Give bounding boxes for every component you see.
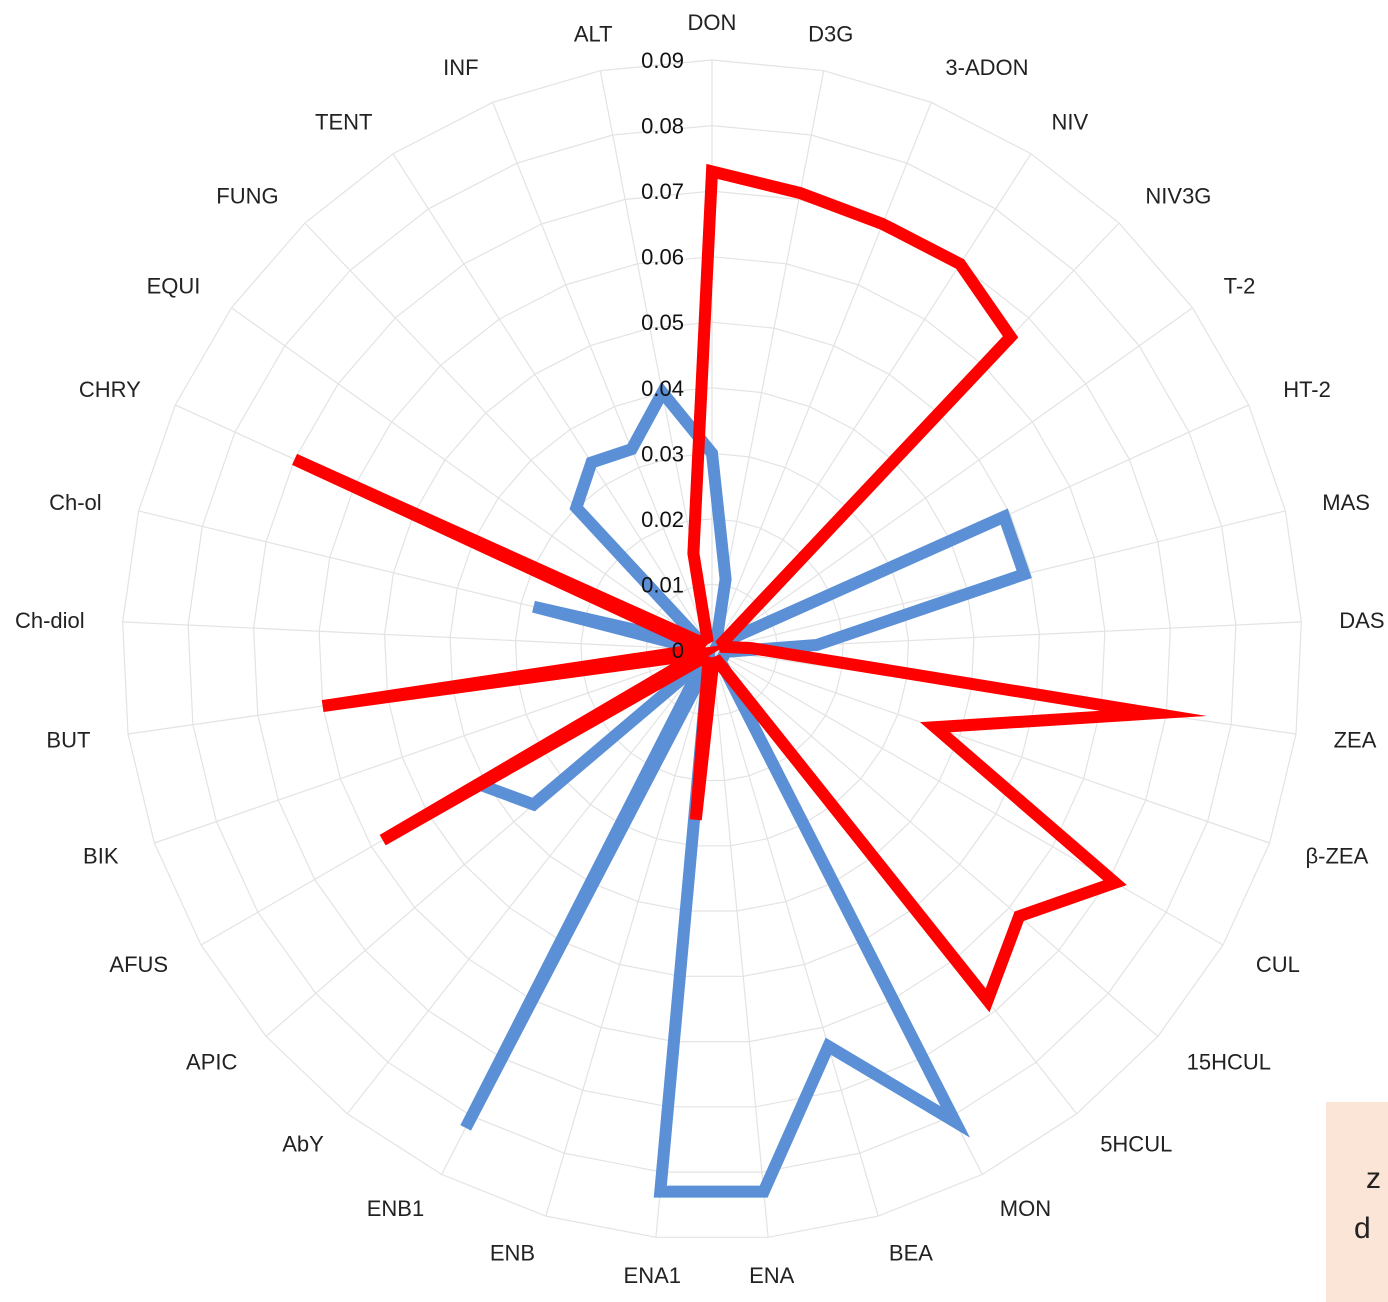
grid-ring — [252, 190, 1172, 1108]
legend-line-1: z — [1366, 1162, 1381, 1195]
legend-box: z d — [1326, 1102, 1388, 1302]
axis-label: HT-2 — [1283, 377, 1331, 402]
axis-label: ENA — [749, 1263, 795, 1288]
axis-label: AbY — [282, 1132, 324, 1157]
axis-label: β-ZEA — [1306, 843, 1369, 868]
series-line-2 — [292, 163, 1207, 1013]
grid-ring — [580, 518, 844, 782]
radial-tick-labels: 0 0.01 0.02 0.03 0.04 0.05 0.06 0.07 0.08 0.09 — [641, 48, 684, 663]
axis-label: BEA — [889, 1241, 933, 1266]
axis-label: BIK — [83, 843, 119, 868]
axis-label: ENB — [490, 1241, 535, 1266]
grid-ring — [514, 452, 910, 847]
grid-spoke — [154, 649, 713, 844]
series-lines — [292, 163, 1207, 1198]
axis-label: NIV3G — [1145, 184, 1211, 209]
axis-label: TENT — [315, 110, 372, 135]
tick-label: 0.07 — [641, 179, 684, 204]
axis-label: ALT — [574, 21, 613, 46]
grid-spoke — [711, 102, 932, 651]
axis-label: MON — [1000, 1196, 1051, 1221]
axis-label: 3-ADON — [945, 55, 1028, 80]
axis-label: ENB1 — [367, 1196, 424, 1221]
legend-line-2: d — [1354, 1212, 1371, 1245]
axis-label: 15HCUL — [1187, 1049, 1271, 1074]
tick-label: 0.04 — [641, 376, 684, 401]
axis-label: DAS — [1339, 608, 1384, 633]
grid-spoke — [711, 70, 825, 651]
axis-label: MAS — [1322, 490, 1370, 515]
tick-label: 0.08 — [641, 114, 684, 139]
axis-label: CUL — [1256, 952, 1300, 977]
tick-label: 0.01 — [641, 572, 684, 597]
tick-label: 0.09 — [641, 48, 684, 73]
axis-label: T-2 — [1224, 274, 1256, 299]
grid-ring — [318, 256, 1106, 1043]
grid-spoke — [346, 649, 713, 1115]
axis-label: D3G — [808, 21, 853, 46]
grid-spoke — [711, 649, 1159, 1037]
axis-label: BUT — [46, 727, 90, 752]
axis-label: AFUS — [109, 952, 168, 977]
grid-spoke — [392, 153, 713, 651]
tick-label: 0.02 — [641, 507, 684, 532]
axis-labels: DON D3G 3-ADON NIV NIV3G T-2 HT-2 MAS DAS ZEA β-ZE… — [15, 10, 1385, 1288]
grid-spoke — [711, 649, 879, 1217]
grid-spoke — [545, 649, 713, 1217]
axis-label: 5HCUL — [1100, 1132, 1172, 1157]
grid-spoke — [711, 307, 1193, 651]
grid-spoke — [711, 649, 769, 1238]
grid-spoke — [122, 621, 713, 651]
axis-label: INF — [443, 55, 478, 80]
grid-ring — [187, 124, 1237, 1173]
tick-label: 0 — [672, 638, 684, 663]
axis-label: DON — [688, 10, 737, 35]
series-line-1 — [460, 381, 1032, 1198]
axis-label: NIV — [1052, 110, 1089, 135]
grid-spoke — [711, 649, 1224, 946]
tick-label: 0.03 — [641, 441, 684, 466]
grid-spoke — [492, 102, 713, 651]
grid-ring — [383, 321, 1041, 977]
grid-spoke — [711, 649, 1270, 844]
grid-spoke — [711, 153, 1032, 651]
tick-label: 0.06 — [641, 245, 684, 270]
axis-label: Ch-diol — [15, 608, 85, 633]
grid-ring — [122, 59, 1302, 1238]
axis-label: FUNG — [216, 184, 278, 209]
axis-label: ENA1 — [624, 1263, 681, 1288]
grid-ring — [449, 387, 975, 912]
grid-spoke — [231, 307, 713, 651]
tick-label: 0.05 — [641, 310, 684, 335]
axis-label: APIC — [186, 1049, 237, 1074]
axis-label: Ch-ol — [49, 490, 102, 515]
axis-label: ZEA — [1334, 727, 1377, 752]
axis-label: CHRY — [79, 377, 141, 402]
axis-label: EQUI — [147, 274, 201, 299]
